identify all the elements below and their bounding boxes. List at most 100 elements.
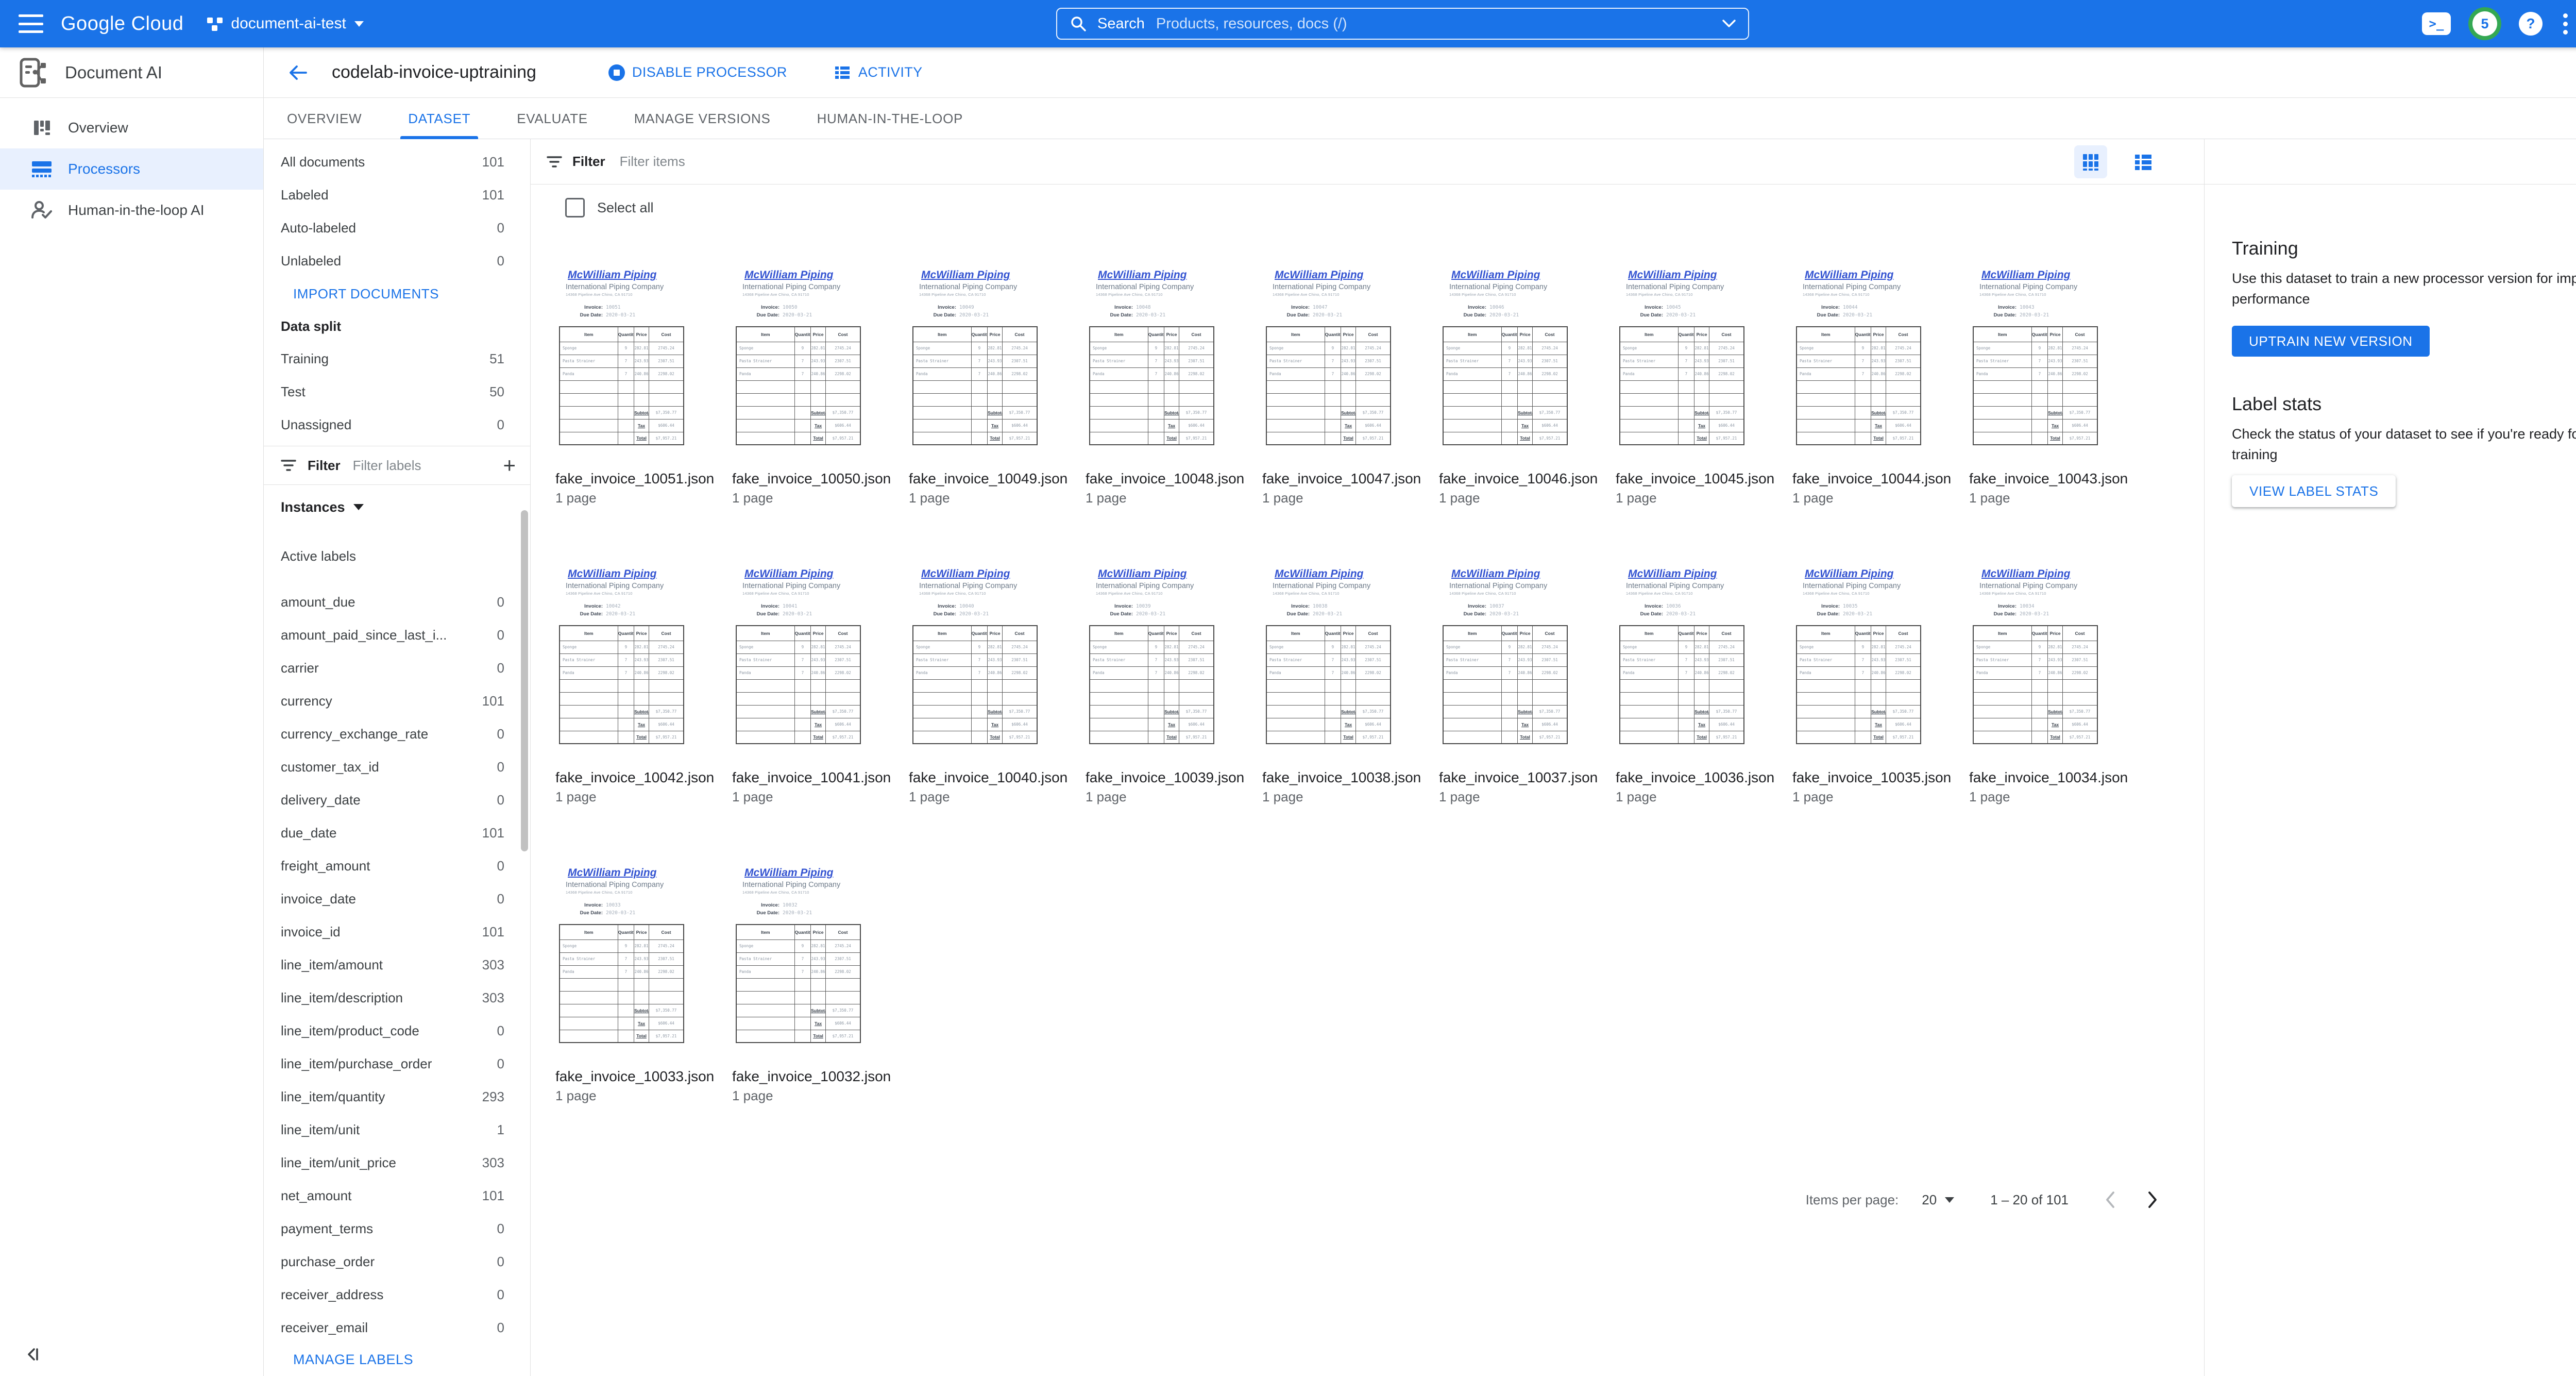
label-row[interactable]: customer_tax_id 0 (281, 759, 504, 775)
import-documents-button[interactable]: IMPORT DOCUMENTS (293, 286, 439, 301)
tab[interactable]: HUMAN-IN-THE-LOOP (817, 110, 963, 126)
label-row[interactable]: freight_amount 0 (281, 858, 504, 874)
document-card[interactable]: McWilliam Piping International Piping Co… (1616, 263, 1786, 506)
label-row[interactable]: line_item/product_code 0 (281, 1022, 504, 1038)
sidebar-item-processors[interactable]: Processors (0, 148, 263, 190)
invoice-thumbnail: McWilliam Piping International Piping Co… (1439, 562, 1609, 763)
add-label-icon[interactable]: + (503, 453, 516, 477)
document-card[interactable]: McWilliam Piping International Piping Co… (909, 263, 1079, 506)
manage-labels-button[interactable]: MANAGE LABELS (293, 1351, 414, 1367)
label-row[interactable]: invoice_date 0 (281, 891, 504, 907)
label-stats-title: Label stats (2232, 393, 2322, 414)
document-filename: fake_invoice_10050.json (732, 471, 891, 486)
document-card[interactable]: McWilliam Piping International Piping Co… (555, 861, 725, 1104)
document-count-row[interactable]: Auto-labeled 0 (281, 220, 504, 236)
search-bar[interactable]: Search (1056, 8, 1749, 40)
document-card[interactable]: McWilliam Piping International Piping Co… (909, 562, 1079, 805)
data-split-row[interactable]: Training 51 (281, 350, 504, 366)
label-row[interactable]: line_item/amount 303 (281, 957, 504, 972)
labels-scrollbar-thumb[interactable] (521, 510, 528, 851)
document-card[interactable]: McWilliam Piping International Piping Co… (1439, 562, 1609, 805)
label-row[interactable]: line_item/unit_price 303 (281, 1154, 504, 1170)
document-card[interactable]: McWilliam Piping International Piping Co… (732, 263, 902, 506)
label-row[interactable]: line_item/description 303 (281, 989, 504, 1005)
document-count-row[interactable]: All documents 101 (281, 154, 504, 170)
uptrain-new-version-button[interactable]: UPTRAIN NEW VERSION (2232, 326, 2430, 357)
data-split-row[interactable]: Unassigned 0 (281, 416, 504, 432)
label-row[interactable]: receiver_address 0 (281, 1286, 504, 1302)
document-card[interactable]: McWilliam Piping International Piping Co… (1969, 263, 2139, 506)
collapse-sidebar-icon[interactable] (25, 1347, 42, 1365)
document-card[interactable]: McWilliam Piping International Piping Co… (1616, 562, 1786, 805)
filter-items-input[interactable] (619, 154, 836, 170)
label-row[interactable]: amount_paid_since_last_i... 0 (281, 627, 504, 643)
label-row[interactable]: currency_exchange_rate 0 (281, 726, 504, 742)
data-split-row[interactable]: Test 50 (281, 383, 504, 399)
product-sidebar: Document AI Overview Processors Human-in… (0, 47, 264, 1376)
google-cloud-logo[interactable]: Google Cloud (61, 12, 184, 35)
label-row[interactable]: invoice_id 101 (281, 924, 504, 939)
document-count-row[interactable]: Unlabeled 0 (281, 253, 504, 269)
document-card[interactable]: McWilliam Piping International Piping Co… (1086, 263, 1256, 506)
document-count-row[interactable]: Labeled 101 (281, 187, 504, 203)
document-card[interactable]: McWilliam Piping International Piping Co… (1969, 562, 2139, 805)
label-row[interactable]: payment_terms 0 (281, 1220, 504, 1236)
select-all[interactable]: Select all (553, 198, 654, 217)
filter-label: Filter (572, 154, 605, 169)
label-row[interactable]: line_item/quantity 293 (281, 1088, 504, 1104)
view-label-stats-button[interactable]: VIEW LABEL STATS (2232, 475, 2396, 507)
document-pages: 1 page (1086, 789, 1127, 804)
tab[interactable]: DATASET (385, 98, 494, 139)
tab[interactable]: MANAGE VERSIONS (634, 110, 771, 126)
label-row[interactable]: delivery_date 0 (281, 792, 504, 808)
project-selector[interactable]: document-ai-test (207, 15, 364, 32)
search-input[interactable] (1156, 15, 1721, 32)
sidebar-item-hitl[interactable]: Human-in-the-loop AI (0, 190, 263, 231)
notifications-button[interactable]: 5 (2468, 7, 2501, 40)
document-card[interactable]: McWilliam Piping International Piping Co… (1792, 263, 1962, 506)
select-all-checkbox[interactable] (565, 198, 585, 217)
sidebar-item-overview[interactable]: Overview (0, 107, 263, 148)
label-row[interactable]: amount_due 0 (281, 594, 504, 610)
document-card[interactable]: McWilliam Piping International Piping Co… (1792, 562, 1962, 805)
document-card[interactable]: McWilliam Piping International Piping Co… (732, 562, 902, 805)
document-card[interactable]: McWilliam Piping International Piping Co… (732, 861, 902, 1104)
document-card[interactable]: McWilliam Piping International Piping Co… (1262, 562, 1432, 805)
document-card[interactable]: McWilliam Piping International Piping Co… (555, 562, 725, 805)
document-card[interactable]: McWilliam Piping International Piping Co… (1439, 263, 1609, 506)
search-expand-icon[interactable] (1721, 19, 1737, 29)
label-row[interactable]: carrier 0 (281, 660, 504, 676)
menu-icon[interactable] (19, 14, 43, 33)
document-card[interactable]: McWilliam Piping International Piping Co… (1262, 263, 1432, 506)
document-pages: 1 page (1086, 490, 1127, 506)
cloud-shell-icon[interactable]: >_ (2422, 12, 2451, 35)
document-card[interactable]: McWilliam Piping International Piping Co… (555, 263, 725, 506)
grid-view-button[interactable] (2074, 145, 2107, 178)
invoice-thumbnail: McWilliam Piping International Piping Co… (1086, 263, 1256, 464)
document-card[interactable]: McWilliam Piping International Piping Co… (1086, 562, 1256, 805)
list-view-button[interactable] (2127, 145, 2160, 178)
label-row[interactable]: receiver_email 0 (281, 1319, 504, 1335)
document-filename: fake_invoice_10051.json (555, 471, 715, 486)
filter-labels-input[interactable] (352, 457, 471, 474)
document-pages: 1 page (1792, 789, 1834, 804)
label-row[interactable]: due_date 101 (281, 825, 504, 841)
label-row[interactable]: line_item/purchase_order 0 (281, 1055, 504, 1071)
more-options-icon[interactable] (2560, 13, 2571, 35)
help-icon[interactable]: ? (2519, 12, 2543, 36)
label-row[interactable]: currency 101 (281, 693, 504, 709)
next-page-button[interactable] (2145, 1189, 2160, 1210)
tab[interactable]: EVALUATE (517, 110, 588, 126)
tab[interactable]: OVERVIEW (287, 110, 362, 126)
disable-processor-button[interactable]: DISABLE PROCESSOR (608, 64, 787, 81)
page-size-select[interactable]: 20 (1922, 1192, 1955, 1208)
activity-button[interactable]: ACTIVITY (834, 64, 923, 81)
previous-page-button[interactable] (2103, 1189, 2118, 1210)
instances-dropdown[interactable]: Instances (264, 485, 530, 529)
document-pages: 1 page (909, 789, 950, 804)
label-row[interactable]: line_item/unit 1 (281, 1121, 504, 1137)
dataset-sidebar: All documents 101 Labeled 101 Auto-labeled 0 U… (264, 139, 531, 1376)
label-row[interactable]: net_amount 101 (281, 1187, 504, 1203)
label-row[interactable]: purchase_order 0 (281, 1253, 504, 1269)
back-arrow-icon[interactable] (286, 61, 309, 84)
